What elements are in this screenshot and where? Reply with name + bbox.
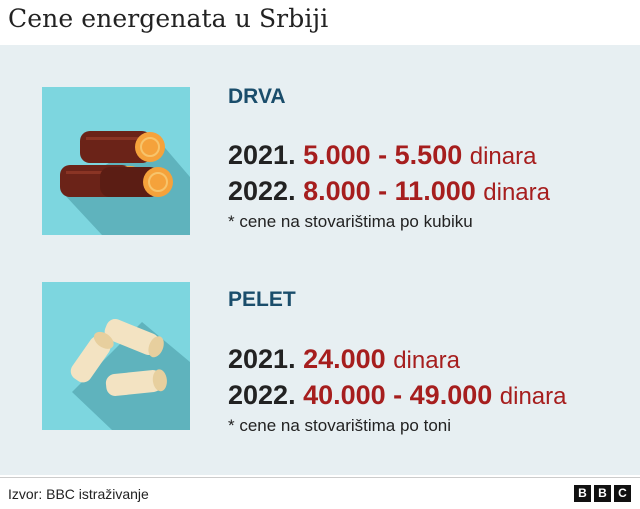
page-title: Cene energenata u Srbiji (8, 4, 329, 33)
price-note: * cene na stovarištima po kubiku (228, 212, 473, 231)
price-unit: dinara (499, 383, 567, 410)
logo-letter: B (574, 485, 591, 502)
price-row-2022: 2022. 40.000 - 49.000 dinara (228, 380, 567, 412)
logo-letter: B (594, 485, 611, 502)
price-unit: dinara (393, 347, 460, 374)
logo-letter: C (614, 485, 631, 502)
price-value: 24.000 (303, 344, 386, 374)
category-label: DRVA (228, 85, 286, 108)
bbc-logo: B B C (574, 485, 631, 502)
year-label: 2021. (228, 344, 296, 374)
year-label: 2022. (228, 380, 296, 410)
price-value: 5.000 - 5.500 (303, 140, 463, 170)
price-value: 8.000 - 11.000 (303, 176, 476, 206)
category-label: PELET (228, 288, 296, 311)
price-value: 40.000 - 49.000 (303, 380, 493, 410)
price-unit: dinara (469, 143, 537, 170)
price-unit: dinara (483, 179, 550, 206)
footer-divider (0, 477, 640, 478)
source-text: Izvor: BBC istraživanje (8, 486, 149, 502)
firewood-logs-icon (42, 87, 190, 235)
wood-pellets-icon (42, 282, 190, 430)
info-panel: DRVA 2021. 5.000 - 5.500 dinara 2022. 8.… (0, 45, 640, 475)
year-label: 2021. (228, 140, 296, 170)
year-label: 2022. (228, 176, 296, 206)
price-row-2021: 2021. 24.000 dinara (228, 344, 460, 376)
price-row-2022: 2022. 8.000 - 11.000 dinara (228, 176, 550, 208)
price-row-2021: 2021. 5.000 - 5.500 dinara (228, 140, 536, 172)
price-note: * cene na stovarištima po toni (228, 416, 452, 435)
